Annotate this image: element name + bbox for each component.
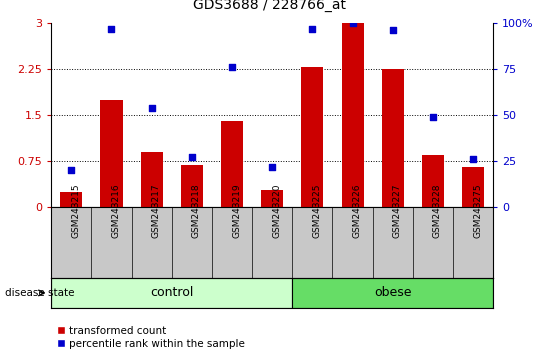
Point [429, 114, 437, 120]
Text: GSM243216: GSM243216 [112, 183, 121, 238]
Text: GDS3688 / 228766_at: GDS3688 / 228766_at [193, 0, 346, 12]
Point [67, 167, 75, 173]
Bar [292, 278, 493, 308]
Text: GSM243226: GSM243226 [353, 183, 362, 238]
Text: GSM243227: GSM243227 [393, 183, 402, 238]
Text: GSM243220: GSM243220 [272, 183, 281, 238]
Bar [342, 23, 364, 207]
Bar [51, 278, 292, 308]
Point [188, 155, 196, 160]
Text: GSM243217: GSM243217 [151, 183, 161, 238]
Text: GSM243225: GSM243225 [313, 183, 321, 238]
Bar [382, 69, 404, 207]
Point [469, 156, 478, 162]
Bar [261, 190, 284, 207]
Text: GSM243275: GSM243275 [473, 183, 482, 238]
Point [348, 20, 357, 26]
Bar [181, 165, 203, 207]
Bar [100, 100, 122, 207]
Bar [422, 155, 444, 207]
Point [107, 26, 116, 32]
Text: GSM243215: GSM243215 [71, 183, 80, 238]
Text: GSM243228: GSM243228 [433, 183, 442, 238]
Text: GSM243219: GSM243219 [232, 183, 241, 238]
Point [308, 26, 317, 32]
Bar [301, 67, 323, 207]
Bar [462, 167, 484, 207]
Legend: transformed count, percentile rank within the sample: transformed count, percentile rank withi… [57, 326, 245, 349]
Text: obese: obese [374, 286, 411, 299]
Point [227, 64, 236, 70]
Bar [141, 152, 163, 207]
Point [147, 105, 156, 110]
Text: GSM243218: GSM243218 [192, 183, 201, 238]
Bar [60, 192, 82, 207]
Point [389, 28, 397, 33]
Text: disease state: disease state [5, 288, 75, 298]
Bar [221, 121, 243, 207]
Point [268, 164, 277, 170]
Text: control: control [150, 286, 194, 299]
